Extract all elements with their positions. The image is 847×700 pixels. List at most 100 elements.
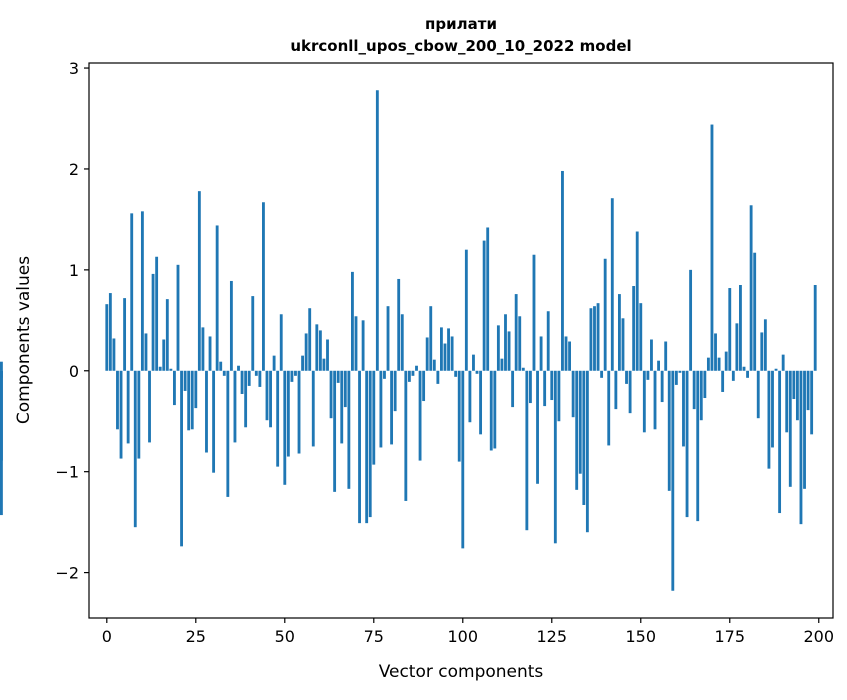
bar bbox=[205, 370, 208, 453]
bar bbox=[254, 370, 258, 376]
bar bbox=[372, 370, 376, 465]
bar bbox=[760, 332, 764, 371]
bar bbox=[461, 370, 465, 549]
bar bbox=[440, 327, 443, 371]
bar bbox=[785, 370, 789, 433]
bar bbox=[721, 370, 725, 392]
bar bbox=[511, 370, 515, 408]
bar bbox=[468, 370, 472, 423]
bar bbox=[493, 370, 497, 449]
bar bbox=[0, 370, 3, 516]
x-tick-label: 100 bbox=[448, 627, 479, 646]
bar bbox=[308, 308, 312, 371]
bar bbox=[130, 213, 134, 371]
bar bbox=[233, 370, 237, 443]
bar bbox=[504, 314, 507, 371]
bar bbox=[514, 294, 518, 371]
bar bbox=[692, 370, 696, 410]
bar bbox=[646, 370, 650, 380]
plot-area-frame bbox=[88, 62, 834, 619]
bar bbox=[657, 360, 660, 371]
bar bbox=[550, 370, 554, 401]
bar bbox=[180, 370, 183, 547]
bar bbox=[119, 370, 123, 459]
bar bbox=[383, 370, 386, 379]
bar bbox=[294, 370, 297, 376]
bar bbox=[269, 370, 272, 428]
bar bbox=[133, 370, 137, 528]
bar bbox=[279, 314, 283, 371]
bar bbox=[318, 330, 322, 371]
bar bbox=[411, 370, 415, 376]
bar bbox=[653, 370, 657, 430]
bar bbox=[635, 231, 639, 371]
bar bbox=[343, 370, 347, 408]
bar bbox=[354, 316, 358, 371]
bar bbox=[778, 370, 782, 514]
bar bbox=[311, 370, 315, 447]
x-tick-label: 175 bbox=[714, 627, 745, 646]
bar bbox=[482, 240, 486, 371]
bar bbox=[165, 299, 169, 371]
bar bbox=[404, 370, 408, 501]
bar bbox=[222, 370, 226, 376]
bar bbox=[358, 370, 361, 524]
bar bbox=[464, 249, 468, 371]
bar bbox=[173, 370, 176, 406]
bar bbox=[375, 90, 379, 371]
bar bbox=[183, 370, 187, 391]
bar bbox=[429, 306, 433, 371]
bar bbox=[418, 370, 422, 461]
bar bbox=[543, 370, 547, 407]
bar bbox=[810, 370, 814, 435]
bar bbox=[518, 316, 522, 371]
bar bbox=[781, 354, 785, 371]
bar bbox=[632, 286, 636, 371]
bar bbox=[803, 370, 806, 489]
bar bbox=[628, 370, 632, 414]
bar bbox=[194, 370, 198, 409]
y-tick-label: −1 bbox=[55, 463, 79, 482]
bar bbox=[315, 324, 319, 371]
bar bbox=[660, 370, 664, 403]
bar bbox=[671, 370, 675, 591]
bar bbox=[215, 225, 219, 371]
bar bbox=[443, 343, 447, 371]
bar bbox=[176, 264, 180, 371]
bar bbox=[650, 339, 653, 371]
bar bbox=[290, 370, 294, 382]
bar bbox=[813, 285, 817, 371]
bar bbox=[710, 124, 714, 371]
y-tick-label: 0 bbox=[69, 362, 79, 381]
bar bbox=[276, 370, 280, 467]
bar bbox=[365, 370, 369, 524]
bar bbox=[799, 370, 803, 525]
bar bbox=[265, 370, 269, 421]
y-tick-label: 3 bbox=[69, 59, 79, 78]
bar bbox=[329, 370, 333, 419]
bar bbox=[347, 370, 351, 489]
bar bbox=[415, 365, 418, 371]
bar bbox=[397, 278, 401, 371]
bar bbox=[603, 258, 607, 371]
bar bbox=[678, 370, 682, 373]
bar bbox=[571, 370, 575, 418]
bar bbox=[450, 336, 454, 371]
bar bbox=[432, 359, 436, 371]
bar bbox=[525, 370, 529, 531]
bar bbox=[486, 227, 490, 371]
bar bbox=[521, 367, 525, 371]
bar bbox=[756, 370, 760, 419]
bar bbox=[151, 273, 155, 371]
bar bbox=[528, 370, 532, 404]
bar bbox=[386, 306, 390, 371]
bar bbox=[237, 365, 240, 371]
bar bbox=[539, 336, 543, 371]
bar bbox=[201, 327, 205, 371]
bar-series bbox=[0, 90, 817, 591]
bar bbox=[126, 370, 130, 444]
bar bbox=[169, 368, 173, 371]
bar bbox=[589, 308, 593, 371]
bar bbox=[272, 355, 276, 371]
bar bbox=[546, 311, 550, 371]
